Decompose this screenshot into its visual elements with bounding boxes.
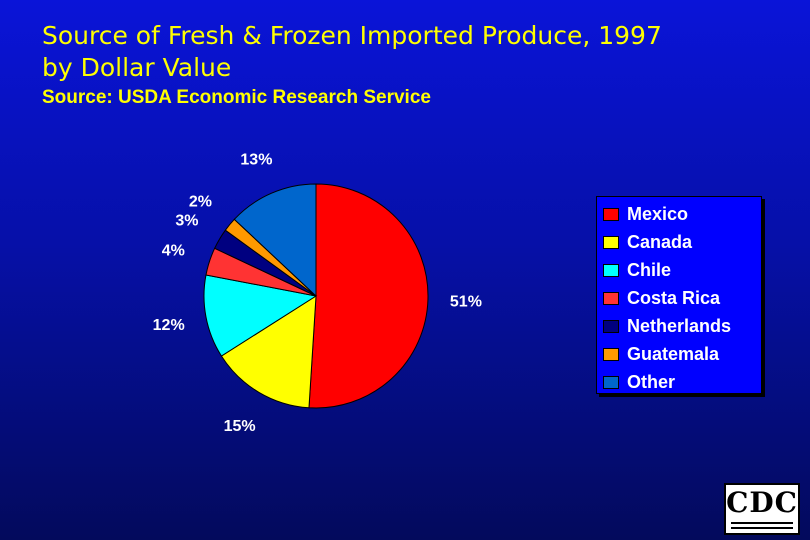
legend-item-netherlands: Netherlands — [603, 313, 731, 339]
legend-label-guatemala: Guatemala — [627, 343, 720, 364]
pie-label-netherlands: 3% — [175, 213, 198, 230]
legend-swatch-guatemala — [603, 347, 619, 361]
legend-label-costa-rica: Costa Rica — [627, 287, 721, 308]
pie-slice-other — [233, 183, 317, 298]
pie-label-chile: 12% — [153, 317, 185, 334]
legend-label-mexico: Mexico — [627, 203, 689, 224]
pie-label-mexico: 51% — [450, 294, 482, 311]
pie-slice-canada — [220, 295, 317, 409]
legend-swatch-chile — [603, 263, 619, 277]
legend-label-canada: Canada — [627, 231, 693, 252]
slide-title-line1: Source of Fresh & Frozen Imported Produc… — [42, 21, 662, 50]
legend-item-canada: Canada — [603, 229, 692, 255]
legend-item-mexico: Mexico — [603, 201, 688, 227]
cdc-logo: CDC — [724, 483, 800, 535]
legend-swatch-canada — [603, 235, 619, 249]
pie-label-costa-rica: 4% — [162, 243, 185, 260]
cdc-logo-text: CDC — [726, 486, 798, 519]
legend-swatch-other — [603, 375, 619, 389]
slide-title: Source of Fresh & Frozen Imported Produc… — [42, 20, 662, 84]
slide-subtitle: Source: USDA Economic Research Service — [42, 87, 431, 108]
pie-label-canada: 15% — [224, 418, 256, 435]
pie-slice-mexico — [308, 183, 429, 409]
chart-legend: Mexico Canada Chile Costa Rica Netherlands Gu… — [596, 196, 762, 394]
pie-label-guatemala: 2% — [189, 193, 212, 210]
legend-label-other: Other — [627, 371, 676, 392]
legend-item-chile: Chile — [603, 257, 671, 283]
legend-label-chile: Chile — [627, 259, 672, 280]
legend-item-other: Other — [603, 369, 675, 395]
pie-label-other: 13% — [240, 151, 272, 168]
legend-item-costa-rica: Costa Rica — [603, 285, 720, 311]
slide-title-line2: by Dollar Value — [42, 53, 232, 82]
legend-swatch-netherlands — [603, 319, 619, 333]
legend-swatch-costa-rica — [603, 291, 619, 305]
legend-swatch-mexico — [603, 207, 619, 221]
legend-label-netherlands: Netherlands — [627, 315, 732, 336]
legend-item-guatemala: Guatemala — [603, 341, 719, 367]
pie-slice-chile — [203, 274, 318, 357]
